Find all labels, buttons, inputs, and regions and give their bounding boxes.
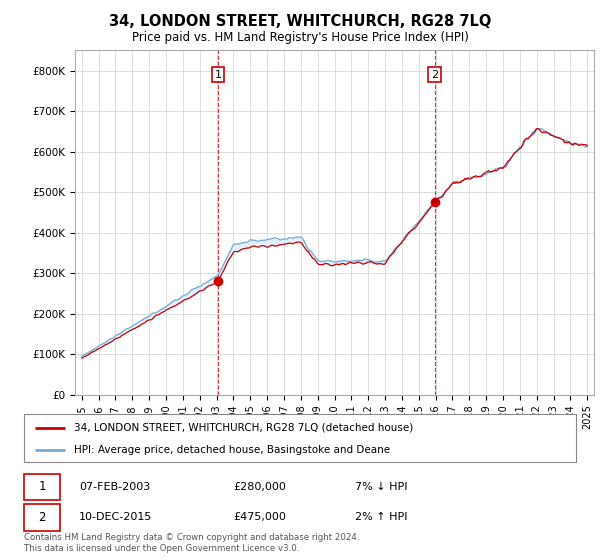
Text: £475,000: £475,000 — [234, 512, 287, 522]
Text: Contains HM Land Registry data © Crown copyright and database right 2024.
This d: Contains HM Land Registry data © Crown c… — [24, 533, 359, 553]
Text: 34, LONDON STREET, WHITCHURCH, RG28 7LQ: 34, LONDON STREET, WHITCHURCH, RG28 7LQ — [109, 14, 491, 29]
Text: 2% ↑ HPI: 2% ↑ HPI — [355, 512, 408, 522]
Text: 2: 2 — [38, 511, 46, 524]
Text: 07-FEB-2003: 07-FEB-2003 — [79, 482, 151, 492]
FancyBboxPatch shape — [24, 474, 60, 500]
Text: 2: 2 — [431, 69, 439, 80]
Text: 7% ↓ HPI: 7% ↓ HPI — [355, 482, 408, 492]
Text: 1: 1 — [214, 69, 221, 80]
Text: Price paid vs. HM Land Registry's House Price Index (HPI): Price paid vs. HM Land Registry's House … — [131, 31, 469, 44]
Text: 34, LONDON STREET, WHITCHURCH, RG28 7LQ (detached house): 34, LONDON STREET, WHITCHURCH, RG28 7LQ … — [74, 423, 413, 433]
FancyBboxPatch shape — [24, 414, 576, 462]
FancyBboxPatch shape — [24, 505, 60, 530]
Text: 1: 1 — [38, 480, 46, 493]
Text: £280,000: £280,000 — [234, 482, 287, 492]
Text: HPI: Average price, detached house, Basingstoke and Deane: HPI: Average price, detached house, Basi… — [74, 445, 390, 455]
Text: 10-DEC-2015: 10-DEC-2015 — [79, 512, 152, 522]
